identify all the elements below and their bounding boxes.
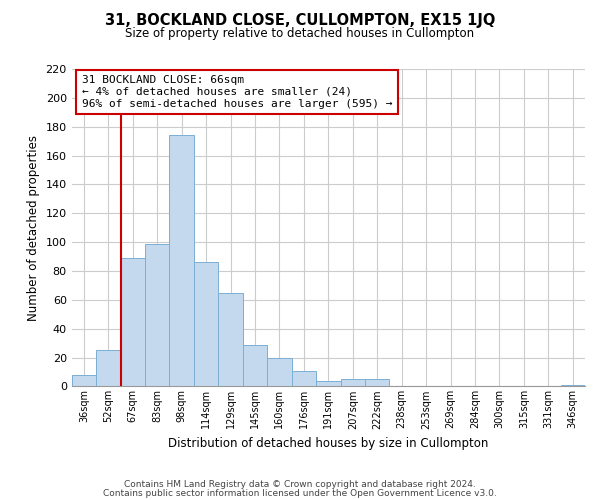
Bar [292,370,316,386]
Bar [169,136,194,386]
Bar [316,380,341,386]
Bar [267,358,292,386]
Text: 31, BOCKLAND CLOSE, CULLOMPTON, EX15 1JQ: 31, BOCKLAND CLOSE, CULLOMPTON, EX15 1JQ [105,12,495,28]
X-axis label: Distribution of detached houses by size in Cullompton: Distribution of detached houses by size … [168,437,488,450]
Text: 31 BOCKLAND CLOSE: 66sqm
← 4% of detached houses are smaller (24)
96% of semi-de: 31 BOCKLAND CLOSE: 66sqm ← 4% of detache… [82,76,392,108]
Bar [218,292,243,386]
Bar [71,375,96,386]
Y-axis label: Number of detached properties: Number of detached properties [27,134,40,320]
Bar [194,262,218,386]
Bar [121,258,145,386]
Bar [341,379,365,386]
Text: Size of property relative to detached houses in Cullompton: Size of property relative to detached ho… [125,28,475,40]
Bar [365,379,389,386]
Bar [96,350,121,386]
Bar [145,244,169,386]
Bar [243,344,267,387]
Bar [560,385,585,386]
Text: Contains HM Land Registry data © Crown copyright and database right 2024.: Contains HM Land Registry data © Crown c… [124,480,476,489]
Text: Contains public sector information licensed under the Open Government Licence v3: Contains public sector information licen… [103,488,497,498]
